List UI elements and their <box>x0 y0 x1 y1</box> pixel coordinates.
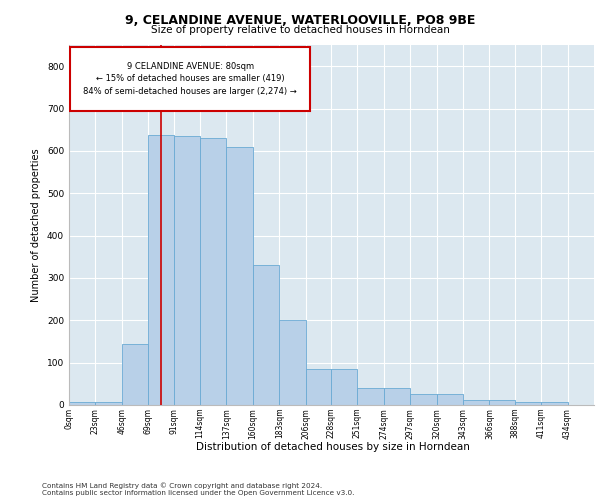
Bar <box>541 402 568 405</box>
Bar <box>490 400 515 405</box>
Text: Contains public sector information licensed under the Open Government Licence v3: Contains public sector information licen… <box>42 490 355 496</box>
Y-axis label: Number of detached properties: Number of detached properties <box>31 148 41 302</box>
Bar <box>437 394 463 405</box>
Bar <box>253 265 279 405</box>
Bar <box>95 402 122 405</box>
Bar <box>173 136 200 405</box>
Bar <box>226 148 253 405</box>
Bar <box>410 394 437 405</box>
Text: 9, CELANDINE AVENUE, WATERLOOVILLE, PO8 9BE: 9, CELANDINE AVENUE, WATERLOOVILLE, PO8 … <box>125 14 475 27</box>
Bar <box>515 402 541 405</box>
Bar <box>463 400 490 405</box>
Bar <box>331 369 358 405</box>
Bar <box>279 320 305 405</box>
Bar <box>358 388 384 405</box>
Text: 9 CELANDINE AVENUE: 80sqm
← 15% of detached houses are smaller (419)
84% of semi: 9 CELANDINE AVENUE: 80sqm ← 15% of detac… <box>83 62 297 96</box>
Bar <box>70 47 310 110</box>
Bar <box>305 369 331 405</box>
Text: Contains HM Land Registry data © Crown copyright and database right 2024.: Contains HM Land Registry data © Crown c… <box>42 482 322 489</box>
Bar <box>122 344 148 405</box>
Bar <box>200 138 226 405</box>
Bar <box>148 135 173 405</box>
Bar <box>594 402 600 405</box>
Text: Distribution of detached houses by size in Horndean: Distribution of detached houses by size … <box>196 442 470 452</box>
Bar <box>384 388 410 405</box>
Bar <box>69 402 95 405</box>
Text: Size of property relative to detached houses in Horndean: Size of property relative to detached ho… <box>151 25 449 35</box>
